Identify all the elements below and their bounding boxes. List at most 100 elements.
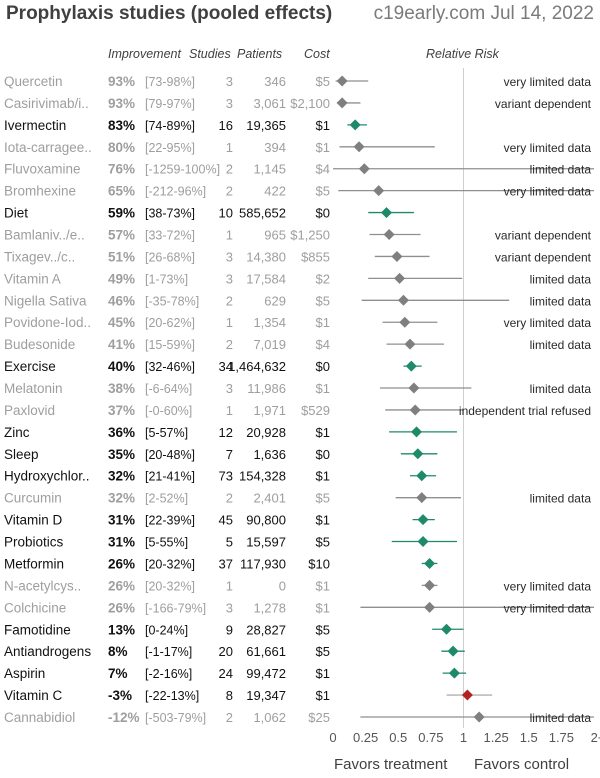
row-12-ci: [20-62%] [145, 316, 195, 330]
row-22-cost: $5 [316, 535, 330, 550]
row-14-improvement: 40% [108, 359, 135, 374]
row-1-marker [336, 75, 348, 87]
row-19-marker [416, 470, 428, 482]
row-29-studies: 8 [226, 688, 233, 703]
row-4-cost: $1 [316, 140, 330, 155]
x-tick-label: 1.25 [483, 730, 508, 745]
row-2-cost: $2,100 [290, 96, 330, 111]
row-11-name: Nigella Sativa [4, 293, 87, 308]
x-tick-label: 1 [460, 730, 467, 745]
row-28-patients: 99,472 [246, 666, 286, 681]
row-4-note: very limited data [504, 141, 592, 155]
row-14-marker [405, 360, 417, 372]
row-30-improvement: -12% [108, 710, 140, 725]
row-23-ci: [20-32%] [145, 557, 195, 571]
row-24-ci: [20-32%] [145, 579, 195, 593]
row-11-cost: $5 [316, 293, 330, 308]
row-14-patients: 1,464,632 [228, 359, 286, 374]
row-14-ci: [32-46%] [145, 360, 195, 374]
row-24-cost: $1 [316, 578, 330, 593]
row-29-patients: 19,347 [246, 688, 286, 703]
row-21-marker [417, 514, 429, 526]
row-27-cost: $5 [316, 644, 330, 659]
row-6-studies: 2 [226, 184, 233, 199]
row-9-note: variant dependent [495, 250, 592, 264]
row-7-studies: 10 [219, 206, 233, 221]
col-header-patients: Patients [237, 47, 283, 61]
row-4-patients: 394 [264, 140, 286, 155]
row-10-studies: 3 [226, 271, 233, 286]
row-25-studies: 3 [226, 600, 233, 615]
row-3-ci: [74-89%] [145, 119, 195, 133]
row-22-studies: 5 [226, 535, 233, 550]
row-9-studies: 3 [226, 249, 233, 264]
row-8-name: Bamlaniv../e.. [4, 228, 85, 243]
row-20-name: Curcumin [4, 491, 62, 506]
row-6-note: very limited data [504, 185, 592, 199]
row-25-patients: 1,278 [253, 600, 286, 615]
row-27-improvement: 8% [108, 644, 128, 659]
row-10-cost: $2 [316, 271, 330, 286]
row-29-improvement: -3% [108, 688, 132, 703]
row-21-name: Vitamin D [4, 513, 63, 528]
row-4-ci: [22-95%] [145, 141, 195, 155]
row-1-cost: $5 [316, 74, 330, 89]
row-11-note: limited data [530, 294, 592, 308]
row-11-studies: 2 [226, 293, 233, 308]
row-16-studies: 1 [226, 403, 233, 418]
row-27-name: Antiandrogens [4, 644, 91, 659]
row-8-patients: 965 [264, 228, 286, 243]
row-25-note: very limited data [504, 601, 592, 615]
row-29-cost: $1 [316, 688, 330, 703]
row-18-marker [412, 448, 424, 460]
row-28-name: Aspirin [4, 666, 45, 681]
row-21-cost: $1 [316, 513, 330, 528]
row-9-patients: 14,380 [246, 249, 286, 264]
row-30-name: Cannabidiol [4, 710, 75, 725]
x-tick-label: 0 [329, 730, 336, 745]
row-26-patients: 28,827 [246, 622, 286, 637]
row-3-improvement: 83% [108, 118, 135, 133]
row-5-cost: $4 [316, 162, 330, 177]
row-13-studies: 2 [226, 337, 233, 352]
row-23-studies: 37 [219, 556, 233, 571]
x-tick-label: 1.75 [549, 730, 574, 745]
x-tick-label: 2+ [591, 730, 600, 745]
row-2-improvement: 93% [108, 96, 135, 111]
row-23-name: Metformin [4, 556, 64, 571]
row-24-marker [424, 579, 436, 591]
row-9-cost: $855 [301, 249, 330, 264]
row-12-studies: 1 [226, 315, 233, 330]
row-24-patients: 0 [279, 578, 286, 593]
row-15-marker [408, 382, 420, 394]
row-10-name: Vitamin A [4, 271, 61, 286]
row-23-marker [424, 557, 436, 569]
row-15-name: Melatonin [4, 381, 63, 396]
row-27-marker [447, 645, 459, 657]
row-2-patients: 3,061 [253, 96, 286, 111]
row-2-marker [336, 97, 348, 109]
row-5-name: Fluvoxamine [4, 162, 81, 177]
row-11-patients: 629 [264, 293, 286, 308]
row-7-improvement: 59% [108, 206, 135, 221]
row-12-cost: $1 [316, 315, 330, 330]
row-2-studies: 3 [226, 96, 233, 111]
row-26-studies: 9 [226, 622, 233, 637]
row-29-name: Vitamin C [4, 688, 63, 703]
row-30-note: limited data [530, 711, 592, 725]
row-21-ci: [22-39%] [145, 514, 195, 528]
row-19-cost: $1 [316, 469, 330, 484]
row-1-improvement: 93% [108, 74, 135, 89]
row-18-ci: [20-48%] [145, 448, 195, 462]
row-5-studies: 2 [226, 162, 233, 177]
favors-control-label: Favors control [474, 756, 570, 773]
row-9-ci: [26-68%] [145, 250, 195, 264]
row-16-marker [409, 404, 421, 416]
row-27-ci: [-1-17%] [145, 645, 192, 659]
row-13-name: Budesonide [4, 337, 75, 352]
row-11-improvement: 46% [108, 293, 135, 308]
row-16-note: independent trial refused [459, 404, 591, 418]
row-5-note: limited data [530, 163, 592, 177]
row-16-patients: 1,971 [253, 403, 286, 418]
row-28-ci: [-2-16%] [145, 667, 192, 681]
